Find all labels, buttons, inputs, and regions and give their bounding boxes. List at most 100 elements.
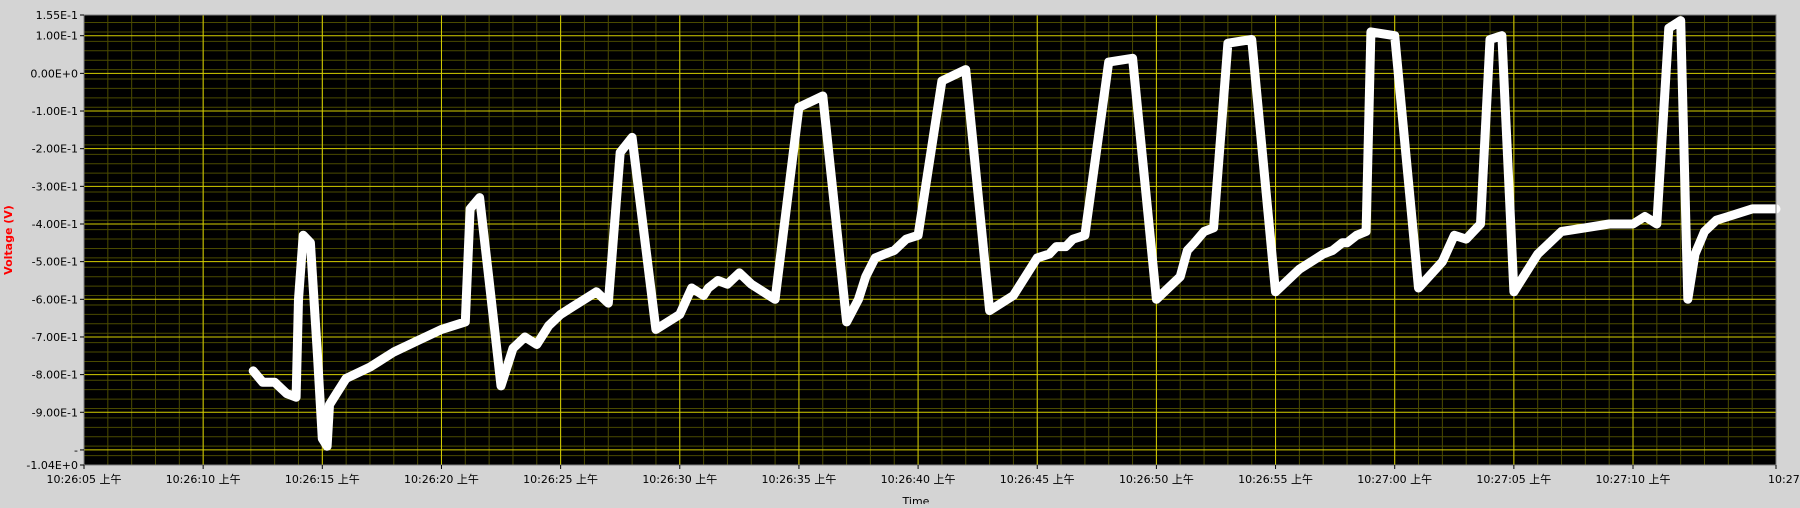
data-point (261, 380, 265, 384)
x-tick-label: 10:26:30 上午 (642, 473, 717, 486)
x-tick-label: 10:26:10 上午 (166, 473, 241, 486)
data-point (1297, 267, 1301, 271)
data-point (368, 365, 372, 369)
x-tick-label: 10:26:20 上午 (404, 473, 479, 486)
data-point (1393, 34, 1397, 38)
y-tick-label: -4.00E-1 (32, 218, 78, 231)
data-point (547, 324, 551, 328)
x-axis: 10:26:05 上午 10:26:10 上午 10:26:15 上午 10:26:2… (47, 465, 1800, 486)
data-point (1560, 230, 1564, 234)
x-tick-label: 10:26:45 上午 (1000, 473, 1075, 486)
data-point (1202, 230, 1206, 234)
data-point (1369, 30, 1373, 34)
data-point (797, 105, 801, 109)
data-point (1631, 222, 1635, 226)
data-point (439, 327, 443, 331)
data-point (320, 437, 324, 441)
data-point (606, 301, 610, 305)
data-point (1726, 214, 1730, 218)
data-point (1054, 245, 1058, 249)
data-point (1471, 230, 1475, 234)
data-point (468, 207, 472, 211)
data-point (964, 68, 968, 72)
data-point (327, 403, 331, 407)
x-tick-label: 10:27:05 上午 (1476, 473, 1551, 486)
data-point (1364, 230, 1368, 234)
data-point (294, 395, 298, 399)
y-tick-label: -2.00E-1 (32, 143, 78, 156)
data-point (737, 271, 741, 275)
data-point (1686, 297, 1690, 301)
y-tick-label: -3.00E-1 (32, 180, 78, 193)
data-point (1035, 256, 1039, 260)
x-tick-label: 10:26:50 上午 (1119, 473, 1194, 486)
y-tick-label: 0.00E+0 (30, 67, 78, 80)
data-point (1583, 226, 1587, 230)
data-point (1488, 37, 1492, 41)
y-tick-label: -9.00E-1 (32, 406, 78, 419)
data-point (1355, 233, 1359, 237)
data-point (1478, 222, 1482, 226)
data-point (892, 248, 896, 252)
x-tick-label: 10:26:35 上午 (761, 473, 836, 486)
x-tick-label: 10:27:00 上午 (1357, 473, 1432, 486)
x-tick-label: 10:26:40 上午 (881, 473, 956, 486)
x-tick-label: 10:27:16 上 (1768, 473, 1800, 486)
data-point (1417, 286, 1421, 290)
data-point (1340, 241, 1344, 245)
data-point (511, 346, 515, 350)
data-point (1500, 34, 1504, 38)
y-tick-label: 1.55E-1 (36, 9, 78, 22)
data-point (1047, 252, 1051, 256)
data-point (773, 297, 777, 301)
data-point (316, 354, 320, 358)
data-point (308, 241, 312, 245)
data-point (678, 312, 682, 316)
data-point (716, 278, 720, 282)
data-point (1464, 237, 1468, 241)
data-point (904, 237, 908, 241)
data-point (559, 312, 563, 316)
data-point (706, 286, 710, 290)
plot-area[interactable] (83, 14, 1781, 466)
data-point (325, 444, 329, 448)
data-point (916, 233, 920, 237)
data-point (1071, 237, 1075, 241)
y-tick-label: -1.04E+0 (26, 459, 78, 472)
data-point (1655, 222, 1659, 226)
data-point (478, 196, 482, 200)
data-point (1512, 290, 1516, 294)
x-tick-label: 10:26:05 上午 (47, 473, 122, 486)
data-point (857, 297, 861, 301)
y-tick-label: -5.00E-1 (32, 256, 78, 269)
y-tick-label: -6.00E-1 (32, 293, 78, 306)
data-point (1193, 241, 1197, 245)
x-tick-label: 10:26:15 上午 (285, 473, 360, 486)
data-point (940, 79, 944, 83)
data-point (654, 327, 658, 331)
data-point (523, 335, 527, 339)
data-point (630, 135, 634, 139)
data-point (1679, 19, 1683, 23)
data-point (988, 309, 992, 313)
data-point (487, 278, 491, 282)
data-point (1536, 252, 1540, 256)
data-point (1107, 60, 1111, 64)
data-point (702, 294, 706, 298)
y-tick-label: -1.00E-1 (32, 105, 78, 118)
data-point (392, 350, 396, 354)
x-tick-label: 10:26:55 上午 (1238, 473, 1313, 486)
data-point (251, 369, 255, 373)
data-point (1667, 26, 1671, 30)
data-point (1331, 248, 1335, 252)
data-point (1011, 294, 1015, 298)
data-point (344, 376, 348, 380)
data-point (594, 290, 598, 294)
data-point (1250, 37, 1254, 41)
data-point (273, 380, 277, 384)
data-point (873, 256, 877, 260)
data-point (1212, 226, 1216, 230)
data-point (1064, 245, 1068, 249)
